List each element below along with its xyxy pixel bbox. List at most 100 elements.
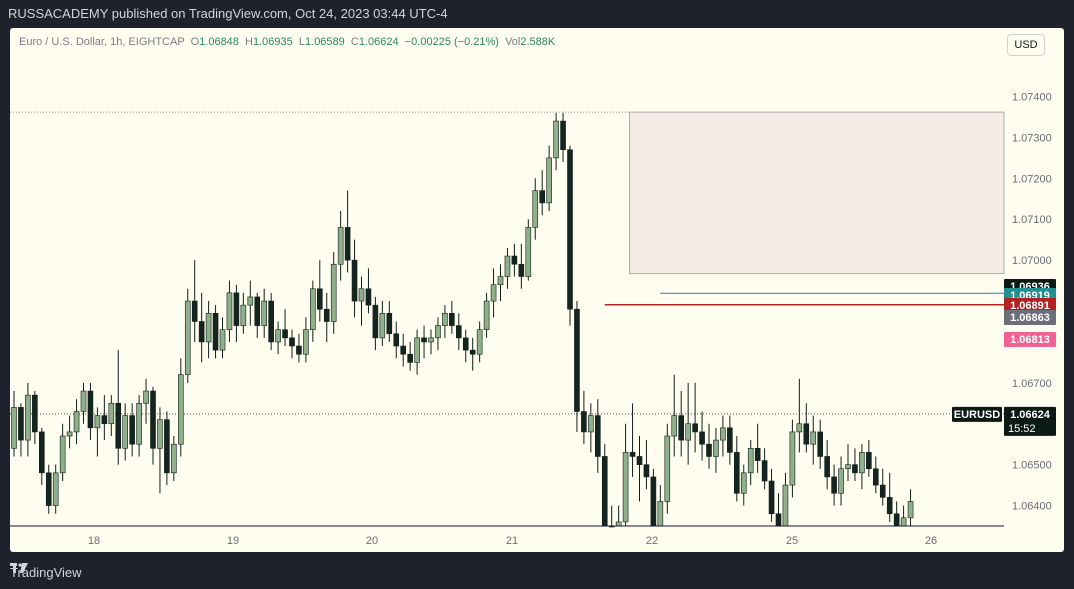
candle-body: [205, 313, 212, 343]
candle-body: [275, 329, 281, 343]
candle-body: [504, 255, 511, 277]
candle-body: [414, 337, 420, 363]
y-tick-label: 1.06400: [1012, 501, 1052, 513]
candle-body: [261, 300, 267, 326]
footer-brand[interactable]: TradingView: [10, 563, 82, 581]
x-tick-label: 22: [646, 535, 658, 547]
candle-body: [94, 415, 101, 429]
candle-body: [136, 402, 142, 445]
candle-body: [539, 190, 546, 204]
candle-body: [615, 521, 622, 527]
candle-body: [310, 288, 316, 330]
chart-area[interactable]: 1.07400 1.07300 1.07200 1.07100 1.07000 1.067…: [10, 28, 1064, 552]
candle-body: [303, 329, 309, 355]
candle-body: [87, 390, 94, 429]
candle-body: [45, 472, 52, 506]
legend-l-label: L: [298, 36, 306, 48]
legend-vol-label: Vol: [505, 36, 521, 48]
candle-body: [511, 255, 518, 265]
candle-body: [365, 288, 372, 306]
candle-body: [296, 345, 302, 355]
legend-symbol-text: Euro / U.S. Dollar, 1h, EIGHTCAP: [19, 36, 185, 48]
candle-body: [268, 300, 274, 343]
candle-body: [629, 452, 636, 457]
candle-body: [699, 431, 705, 445]
symbol-badge-label: EURUSD: [954, 409, 1001, 421]
candle-body: [768, 480, 775, 515]
candle-body: [442, 313, 448, 326]
candle-body: [449, 313, 455, 326]
candle-body: [25, 394, 31, 441]
candle-body: [407, 353, 413, 363]
candle-body: [337, 227, 344, 265]
price-badge: [1004, 310, 1056, 325]
candle-body: [859, 452, 865, 474]
price-badge-label: 1.06891: [1010, 300, 1050, 312]
candle-body: [372, 304, 379, 339]
candle-body: [184, 300, 191, 375]
candle-body: [330, 263, 337, 322]
candle-body: [588, 415, 594, 433]
candle-body: [581, 411, 587, 433]
candle-body: [518, 263, 525, 277]
candle-body: [66, 431, 73, 437]
x-tick-label: 20: [366, 535, 378, 547]
currency-button[interactable]: USD: [1007, 34, 1045, 56]
candle-body: [761, 460, 768, 482]
y-tick-label: 1.06500: [1012, 460, 1052, 472]
price-badge-label: 1.06863: [1010, 312, 1050, 324]
legend-low: 1.06589: [305, 36, 345, 48]
legend-change: −0.00225 (−0.21%): [404, 36, 499, 48]
price-badge-label: 1.06813: [1010, 334, 1050, 346]
candle-body: [11, 407, 17, 449]
candle-body: [150, 390, 156, 449]
candle-body: [400, 345, 407, 355]
candle-body: [191, 300, 198, 322]
legend-c-label: C: [350, 36, 359, 48]
legend-h-label: H: [245, 36, 253, 48]
legend-volume: 2.588K: [520, 36, 556, 48]
candle-body: [678, 415, 685, 441]
candle-body: [852, 464, 858, 474]
candle-body: [358, 288, 365, 302]
candle-body: [344, 227, 351, 261]
candle-body: [254, 296, 261, 326]
candle-body: [727, 427, 733, 453]
candle-body: [713, 439, 719, 457]
candle-body: [289, 337, 295, 347]
candle-body: [101, 415, 108, 425]
candle-body: [171, 443, 177, 474]
x-tick-label: 25: [786, 535, 798, 547]
candle-body: [574, 308, 580, 412]
candle-body: [594, 415, 601, 457]
candle-body: [553, 120, 559, 159]
candle-body: [706, 443, 712, 457]
candle-body: [240, 304, 247, 326]
candle-body: [789, 431, 796, 486]
candle-body: [775, 513, 782, 527]
candle-body: [59, 435, 66, 474]
candle-body: [782, 484, 789, 527]
legend-close: 1.06624: [358, 36, 399, 48]
candle-body: [490, 284, 497, 302]
candle-body: [866, 452, 872, 470]
candle-body: [379, 313, 386, 339]
candle-body: [198, 321, 205, 343]
candle-body: [428, 337, 434, 343]
x-tick-label: 26: [925, 535, 937, 547]
y-tick-label: 1.07300: [1012, 132, 1052, 144]
candle-body: [108, 402, 115, 425]
candle-body: [740, 472, 747, 494]
candle-body: [817, 431, 824, 457]
x-tick-label: 18: [88, 535, 100, 547]
candle-body: [733, 452, 740, 494]
candle-body: [796, 423, 803, 433]
candle-body: [351, 259, 358, 302]
candle-body: [601, 456, 608, 527]
price-badge: [1004, 332, 1056, 347]
candle-body: [219, 329, 226, 351]
candle-body: [73, 411, 80, 433]
candle-body: [643, 464, 650, 478]
y-tick-label: 1.06700: [1012, 378, 1052, 390]
candle-body: [469, 349, 476, 355]
